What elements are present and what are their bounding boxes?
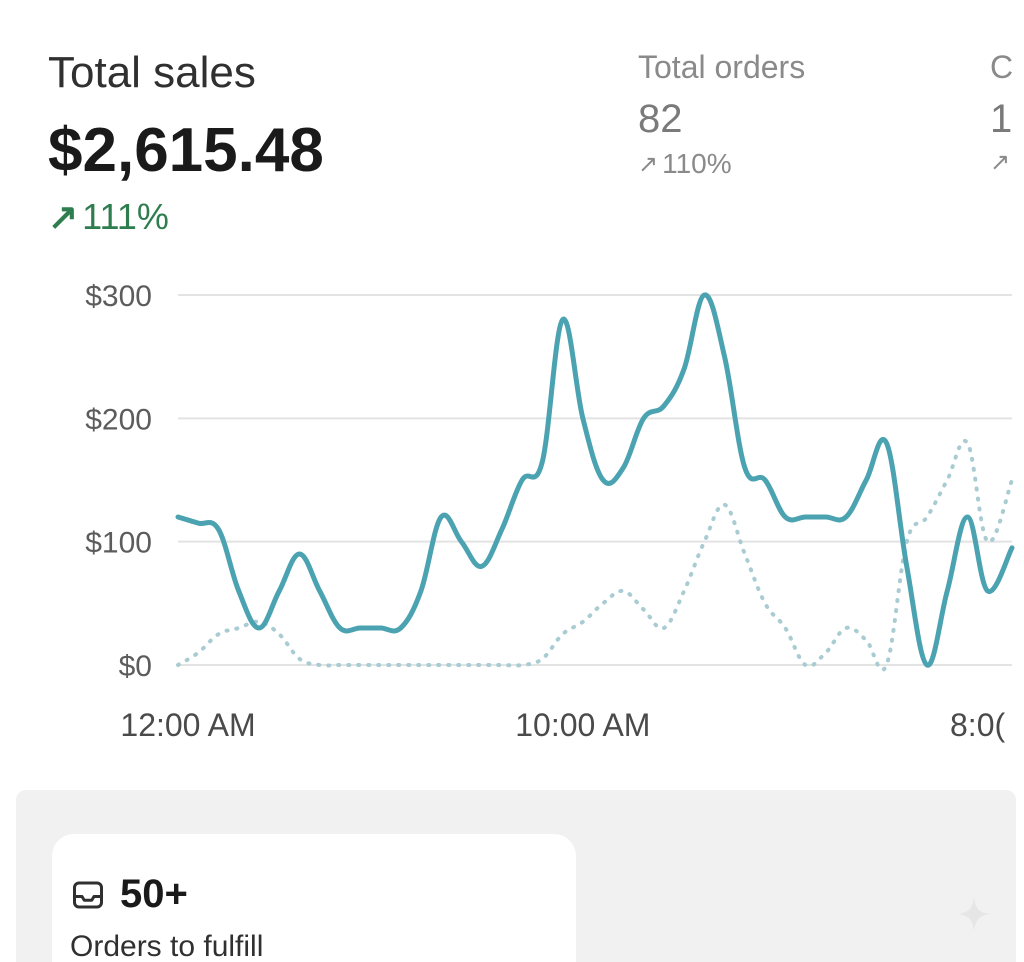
- orders-to-fulfill-card[interactable]: 50+ Orders to fulfill: [52, 834, 576, 962]
- total-orders-change: ↗ 110%: [638, 148, 805, 180]
- comparison-series-line: [176, 438, 1014, 672]
- x-tick-label: 8:0(: [950, 707, 1005, 743]
- sparkle-icon: [957, 897, 991, 931]
- total-sales-label: Total sales: [48, 48, 256, 97]
- y-tick-label: $0: [119, 650, 152, 683]
- total-sales-metric[interactable]: Total sales $2,615.48 ↗ 111%: [48, 48, 324, 238]
- total-orders-label: Total orders: [638, 49, 806, 85]
- trend-up-icon: ↗: [48, 196, 79, 237]
- total-orders-metric[interactable]: Total orders 82 ↗ 110%: [638, 48, 805, 180]
- trend-up-icon: ↗: [990, 149, 1011, 176]
- orders-to-fulfill-label: Orders to fulfill: [70, 930, 264, 962]
- third-metric-label: C: [990, 49, 1014, 85]
- total-sales-change: ↗ 111%: [48, 196, 324, 238]
- x-tick-label: 10:00 AM: [515, 707, 650, 743]
- total-orders-change-value: 110%: [662, 148, 732, 179]
- orders-to-fulfill-count: 50+: [120, 872, 188, 916]
- total-orders-value: 82: [638, 97, 683, 141]
- orders-to-fulfill-row: 50+: [70, 872, 188, 917]
- sales-line-chart: $0 $100 $200 $300 12:00 AM 10:00 AM 8:0(: [85, 280, 1015, 743]
- third-metric-change: ↗: [990, 148, 1013, 177]
- total-sales-value: $2,615.48: [48, 116, 324, 185]
- y-tick-label: $200: [85, 403, 152, 436]
- third-metric[interactable]: C 1 ↗: [990, 48, 1013, 177]
- trend-up-icon: ↗: [638, 150, 659, 178]
- y-tick-label: $300: [85, 280, 152, 313]
- total-sales-change-value: 111%: [82, 196, 169, 237]
- y-tick-label: $100: [85, 527, 152, 560]
- third-metric-value: 1: [990, 97, 1013, 141]
- sales-series-line: [175, 292, 1015, 668]
- inbox-icon: [73, 881, 103, 908]
- x-tick-label: 12:00 AM: [120, 707, 255, 743]
